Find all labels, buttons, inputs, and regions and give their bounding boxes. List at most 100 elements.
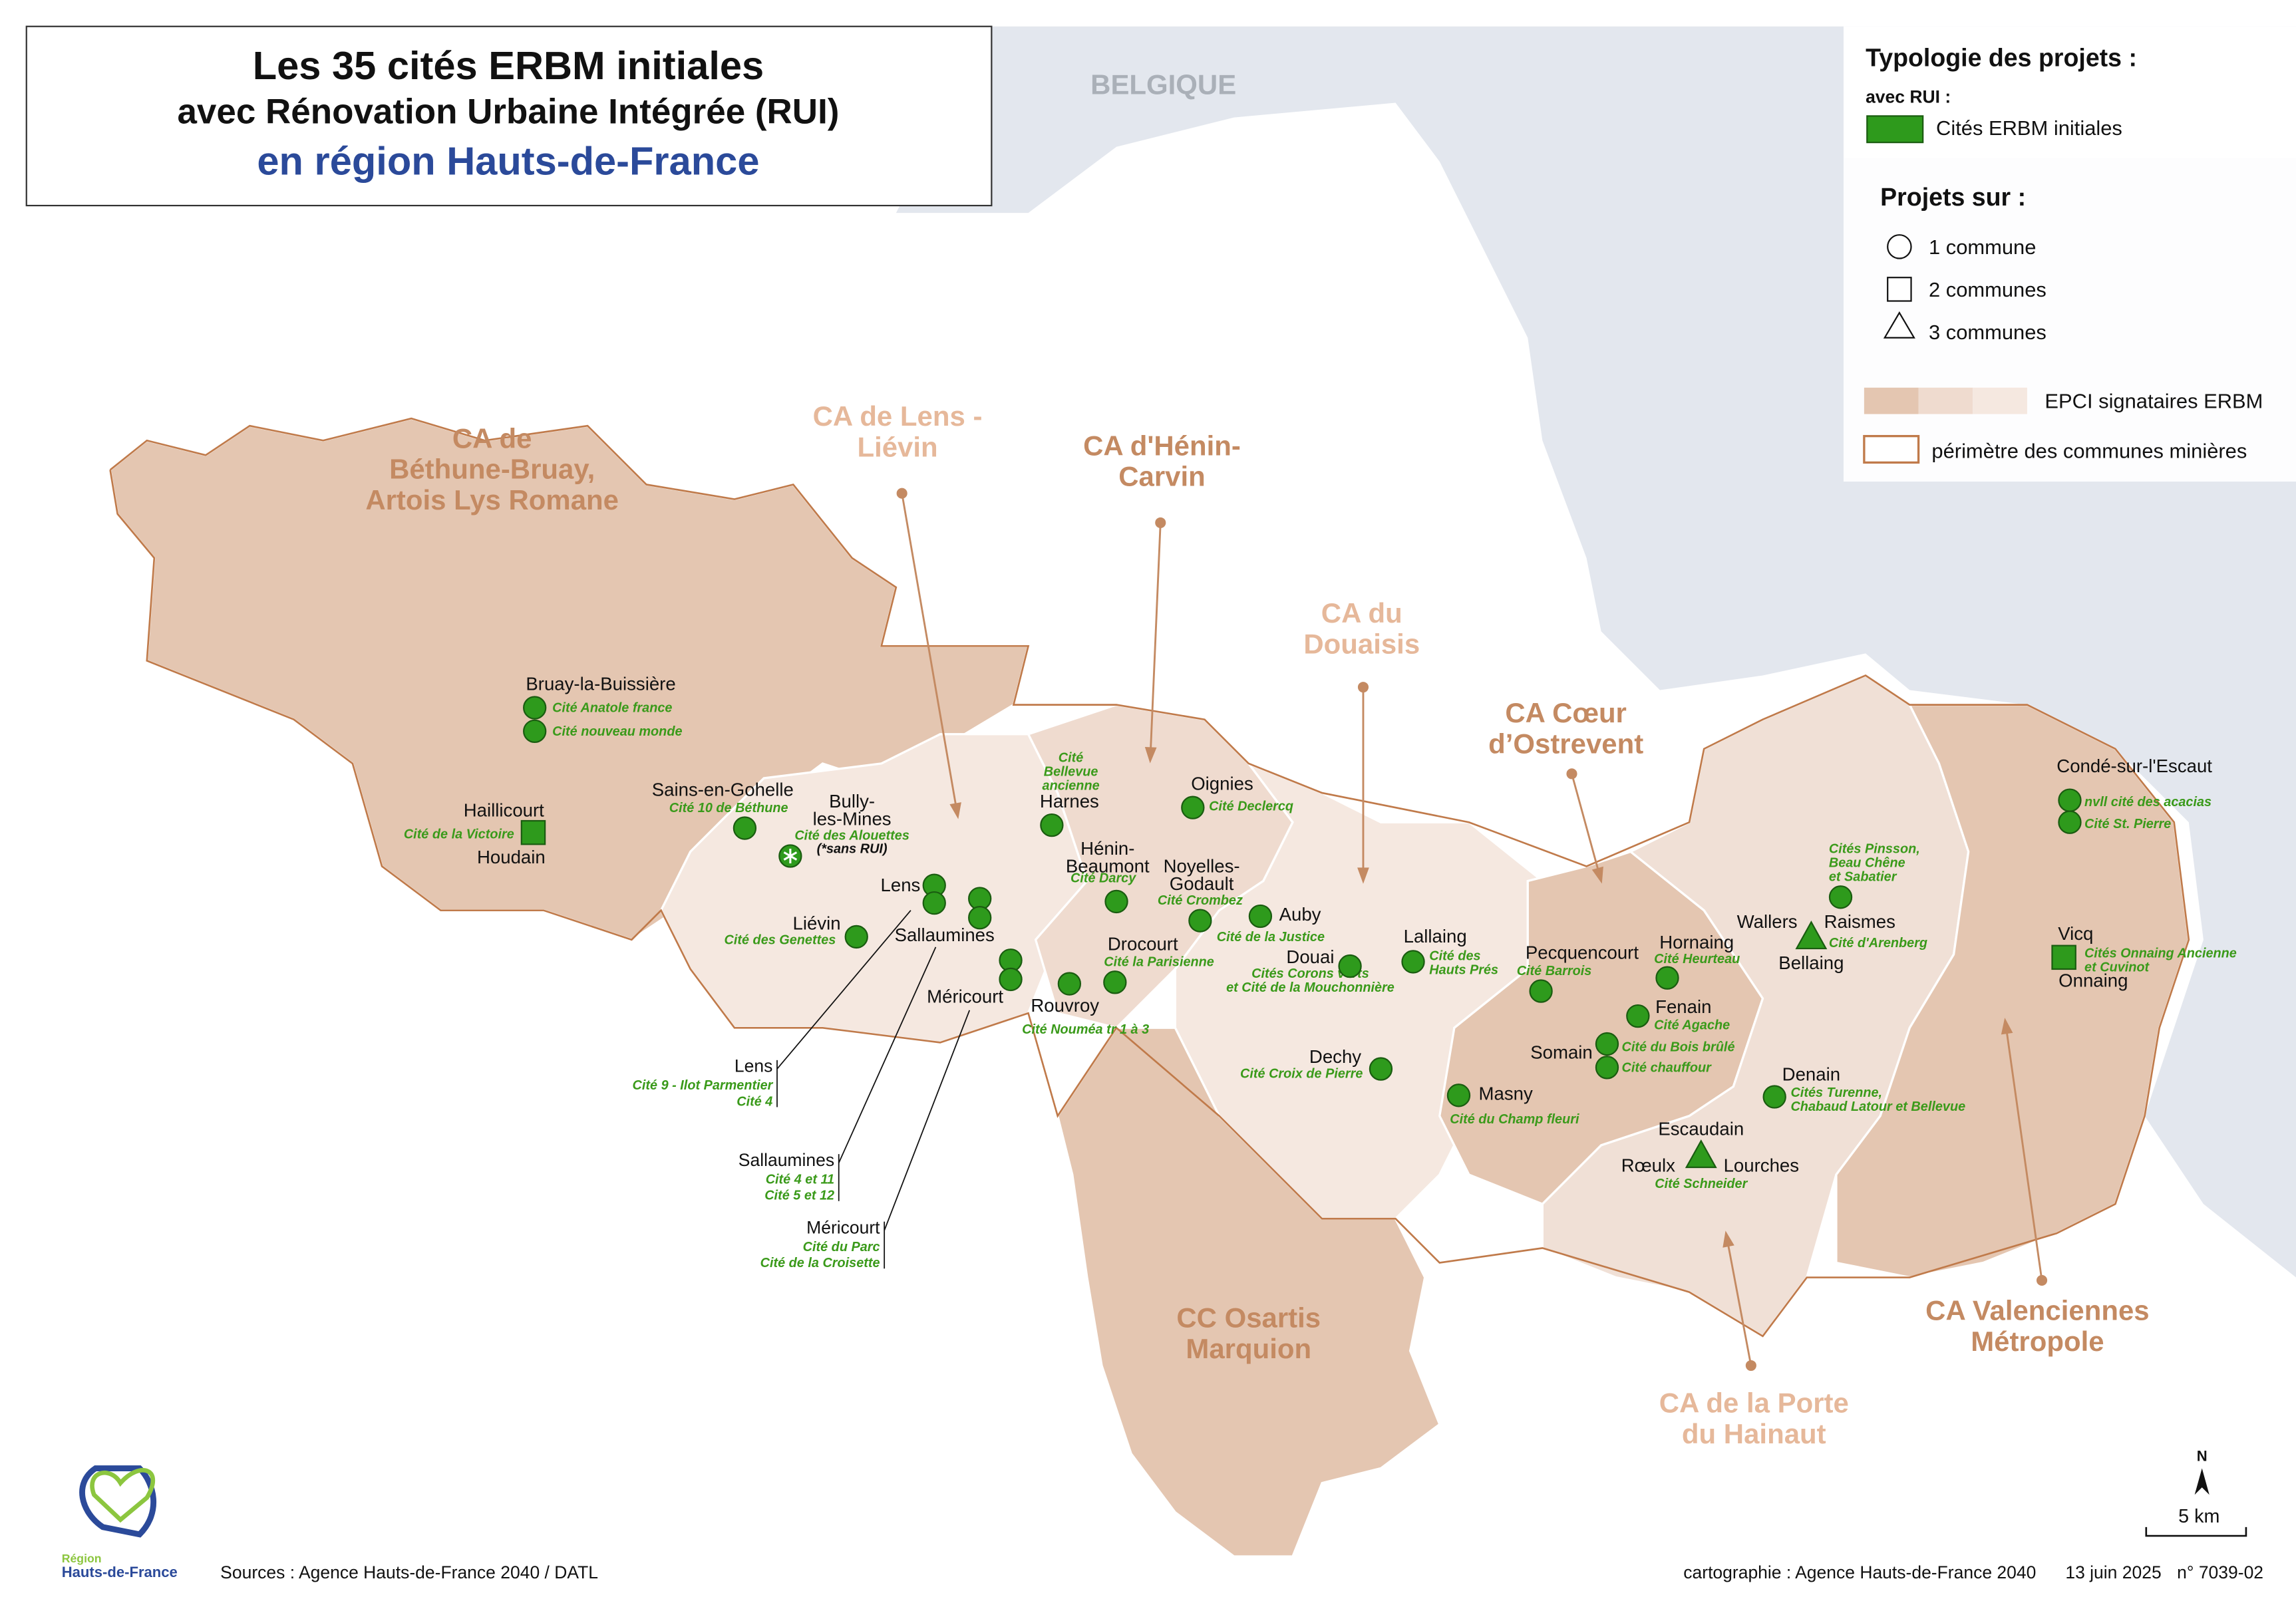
marker-circle — [1626, 1004, 1650, 1028]
cite-label: ancienne — [1043, 779, 1100, 794]
cite-label: Cité Crombez — [1158, 893, 1243, 908]
legend-item: Cités ERBM initiales — [1936, 116, 2122, 140]
commune-label: Lallaing — [1404, 926, 1467, 946]
legend-heading: Typologie des projets : — [1866, 43, 2137, 71]
legend-item: 2 communes — [1929, 278, 2047, 301]
epci-label: CA de Lens - — [813, 400, 983, 432]
marker-circle — [1057, 972, 1082, 996]
cite-label: Bellevue — [1044, 765, 1098, 780]
commune-label: Godault — [1170, 873, 1234, 894]
epci-label: Artois Lys Romane — [365, 484, 619, 515]
marker-circle — [1446, 1084, 1471, 1107]
marker-square — [2051, 945, 2076, 970]
cite-label: nvll cité des acacias — [2084, 795, 2212, 809]
cite-label: Cité Croix de Pierre — [1240, 1066, 1363, 1081]
callout-cite: Cité du Parc — [803, 1240, 880, 1254]
epci-label: CA Cœur — [1505, 697, 1627, 728]
cite-label: et Cuvinot — [2084, 960, 2150, 974]
logo-text: Région — [62, 1552, 102, 1565]
commune-label: Fenain — [1655, 996, 1711, 1017]
commune-label: Rœulx — [1621, 1155, 1675, 1176]
subtitle: en région Hauts-de-France — [257, 139, 759, 184]
commune-label: Liévin — [793, 913, 841, 933]
commune-label: les-Mines — [813, 809, 892, 829]
epci-label: d’Ostrevent — [1488, 728, 1643, 759]
marker-circle — [1529, 979, 1553, 1003]
callout-line — [884, 1010, 971, 1231]
cite-label: Cité 10 de Béthune — [669, 801, 788, 815]
marker-circle — [1595, 1032, 1619, 1056]
commune-label: Raismes — [1824, 911, 1895, 932]
marker-circle — [523, 696, 547, 720]
marker-asterisk — [783, 848, 798, 864]
arrow-head — [949, 802, 961, 819]
commune-label: Pecquencourt — [1526, 943, 1639, 963]
marker-circle — [2058, 788, 2082, 812]
commune-label: Hénin- — [1080, 838, 1134, 859]
subtitle: avec Rénovation Urbaine Intégrée (RUI) — [177, 92, 839, 131]
commune-label: Denain — [1782, 1064, 1840, 1085]
marker-circle — [1762, 1085, 1786, 1109]
arrow-head — [1144, 747, 1157, 764]
callout-cite: Cité 9 - Ilot Parmentier — [633, 1078, 774, 1093]
arrow-head — [1722, 1231, 1734, 1248]
cite-label: Cité d'Arenberg — [1829, 936, 1927, 950]
cite-label: Cité des — [1429, 949, 1480, 964]
epci-label: CA de la Porte — [1659, 1387, 1849, 1419]
commune-label: Harnes — [1040, 791, 1099, 811]
commune-label: Wallers — [1737, 911, 1798, 932]
commune-label: Beaumont — [1066, 855, 1150, 876]
note: (*sans RUI) — [817, 842, 888, 857]
arrow-line — [2004, 1020, 2043, 1281]
marker-circle — [523, 719, 547, 744]
commune-label: Onnaing — [2058, 970, 2128, 990]
commune-label: Condé-sur-l'Escaut — [2056, 756, 2212, 776]
date: 13 juin 2025 — [2065, 1562, 2161, 1582]
marker-circle — [1104, 889, 1128, 914]
callout-cite: Cité de la Croisette — [760, 1256, 880, 1270]
commune-label: Hornaing — [1659, 932, 1734, 952]
cite-label: Cité Schneider — [1655, 1177, 1748, 1191]
cite-label: Cité Anatole france — [552, 701, 672, 716]
cite-label: Chabaud Latour et Bellevue — [1790, 1099, 1965, 1114]
title-box — [25, 25, 993, 207]
sources: Sources : Agence Hauts-de-France 2040 / … — [220, 1562, 598, 1582]
scale-label: 5 km — [2178, 1506, 2219, 1527]
cite-label: Cité — [1059, 751, 1084, 766]
cite-label: Cités Pinsson, — [1829, 842, 1920, 857]
epci-label: CA d'Hénin- — [1083, 430, 1241, 461]
epci-label: CA du — [1321, 597, 1402, 629]
markers — [520, 696, 2082, 1169]
cite-label: et Cité de la Mouchonnière — [1226, 980, 1394, 995]
cite-label: Cité de la Justice — [1217, 930, 1325, 945]
commune-label: Bully- — [829, 791, 875, 811]
epci-label: Métropole — [1971, 1326, 2104, 1357]
cite-label: Cité Agache — [1654, 1018, 1730, 1032]
cite-label: Cité du Champ fleuri — [1450, 1112, 1579, 1127]
cite-label: Cités Turenne, — [1790, 1086, 1882, 1100]
commune-label: Lourches — [1724, 1155, 1799, 1176]
callout-line — [776, 910, 911, 1070]
commune-label: Méricourt — [927, 986, 1003, 1007]
marker-circle — [733, 816, 757, 840]
cite-label: Cité Barrois — [1517, 964, 1592, 978]
marker-circle — [968, 906, 992, 930]
commune-label: Bruay-la-Buissière — [526, 674, 675, 694]
marker-circle — [844, 925, 868, 949]
callout-cite: Cité 5 et 12 — [764, 1189, 834, 1203]
country-label: BELGIQUE — [1090, 69, 1236, 100]
cite-label: Cité Darcy — [1070, 871, 1136, 886]
arrow-line — [1724, 1233, 1752, 1366]
cite-label: Cité Nouméa tr 1 à 3 — [1022, 1022, 1149, 1037]
cite-label: Cité chauffour — [1622, 1060, 1713, 1075]
cite-label: Cité du Bois brûlé — [1622, 1040, 1735, 1055]
arrow-head — [1357, 867, 1369, 884]
marker-circle — [2058, 810, 2082, 834]
marker-circle — [1595, 1056, 1619, 1080]
mining-perimeter — [109, 417, 2190, 1338]
commune-label: Bellaing — [1778, 952, 1844, 973]
commune-label: Somain — [1530, 1042, 1593, 1063]
cite-label: Beau Chêne — [1829, 856, 1905, 871]
marker-triangle — [1685, 1139, 1717, 1169]
commune-label: Noyelles- — [1164, 855, 1240, 876]
